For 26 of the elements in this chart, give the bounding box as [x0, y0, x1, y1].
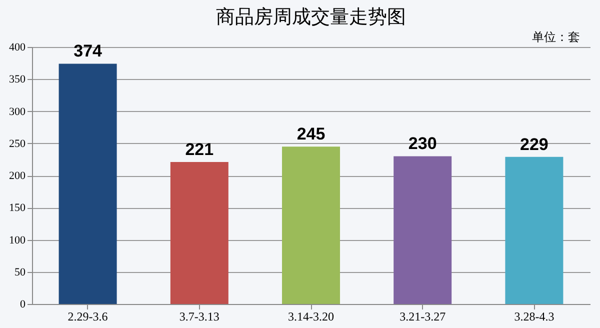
y-tick-label: 50 [14, 266, 26, 278]
x-tick-label: 2.29-3.6 [68, 310, 108, 324]
data-label: 245 [296, 124, 326, 144]
y-tick-label: 250 [9, 138, 26, 150]
y-tick-label: 400 [9, 42, 26, 54]
data-label: 230 [408, 134, 437, 154]
data-label: 374 [74, 42, 103, 61]
y-tick-label: 100 [9, 234, 26, 246]
bar [282, 146, 340, 304]
bar [170, 162, 228, 304]
data-label: 221 [185, 140, 214, 160]
y-tick-label: 200 [9, 170, 26, 182]
y-tick-label: 150 [9, 202, 26, 214]
bar [394, 156, 452, 304]
y-tick-label: 300 [9, 106, 26, 118]
x-tick-label: 3.28-4.3 [514, 310, 554, 324]
chart-title: 商品房周成交量走势图 [216, 6, 406, 28]
y-tick-label: 350 [9, 74, 26, 86]
bar [58, 64, 117, 304]
y-tick-label: 0 [20, 298, 26, 310]
bar [505, 156, 564, 304]
data-label: 229 [520, 134, 548, 154]
x-tick-label: 3.14-3.20 [288, 310, 334, 324]
text: 单位：套 [532, 30, 580, 44]
x-tick-label: 3.21-3.27 [400, 310, 446, 324]
x-tick-label: 3.7-3.13 [179, 310, 220, 324]
